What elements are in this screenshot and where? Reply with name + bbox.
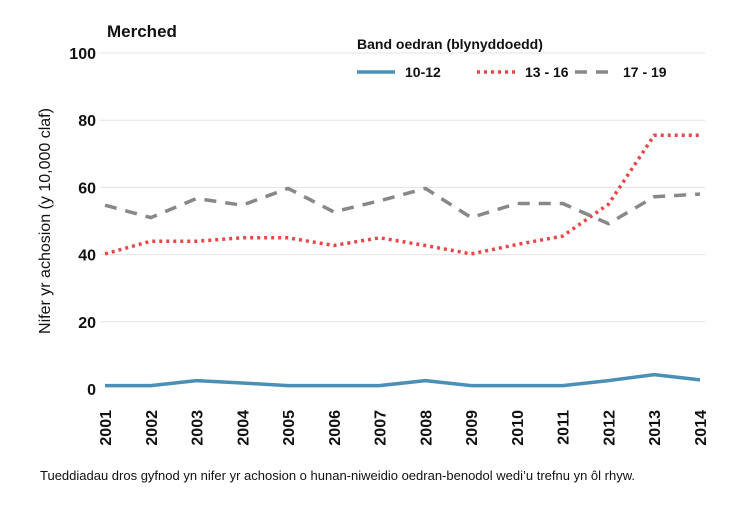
x-tick-label: 2014 bbox=[693, 410, 710, 446]
y-tick-label: 80 bbox=[78, 113, 96, 130]
x-tick-label: 2004 bbox=[235, 410, 252, 446]
gridlines bbox=[100, 52, 705, 323]
x-tick-label: 2008 bbox=[418, 410, 435, 446]
x-tick-label: 2009 bbox=[464, 410, 481, 446]
x-tick-label: 2001 bbox=[98, 410, 115, 446]
y-axis-label: Nifer yr achosion (y 10,000 claf) bbox=[37, 108, 54, 334]
x-tick-label: 2002 bbox=[144, 410, 161, 446]
x-tick-label: 2005 bbox=[281, 410, 298, 446]
series-line-1 bbox=[105, 372, 701, 388]
x-tick-label: 2007 bbox=[373, 410, 390, 446]
y-tick-label: 100 bbox=[69, 46, 96, 63]
legend-label-1: 10-12 bbox=[405, 64, 441, 80]
y-tick-label: 0 bbox=[87, 382, 96, 399]
x-tick-label: 2010 bbox=[510, 410, 527, 446]
legend: Band oedran (blynyddoedd) 10-12 13 - 16 17… bbox=[357, 36, 667, 80]
legend-label-2: 13 - 16 bbox=[525, 64, 569, 80]
y-tick-labels: 0 20 40 60 80 100 bbox=[69, 46, 96, 399]
series-line-2 bbox=[104, 133, 700, 256]
y-tick-label: 40 bbox=[78, 248, 96, 265]
chart-title: Merched bbox=[107, 22, 177, 41]
x-tick-label: 2013 bbox=[647, 410, 664, 446]
x-tick-label: 2012 bbox=[601, 410, 618, 446]
x-tick-label: 2003 bbox=[190, 410, 207, 446]
y-tick-label: 20 bbox=[78, 315, 96, 332]
series-line-3 bbox=[104, 186, 701, 226]
x-tick-label: 2006 bbox=[327, 410, 344, 446]
y-tick-label: 60 bbox=[78, 180, 96, 197]
series-lines bbox=[104, 133, 701, 388]
legend-title: Band oedran (blynyddoedd) bbox=[357, 36, 543, 52]
legend-label-3: 17 - 19 bbox=[623, 64, 667, 80]
x-tick-label: 2011 bbox=[556, 410, 573, 445]
figure-caption: Tueddiadau dros gyfnod yn nifer yr achos… bbox=[40, 468, 636, 483]
x-tick-labels: 2001 2002 2003 2004 2005 2006 2007 2008 2009 2010… bbox=[98, 410, 710, 446]
